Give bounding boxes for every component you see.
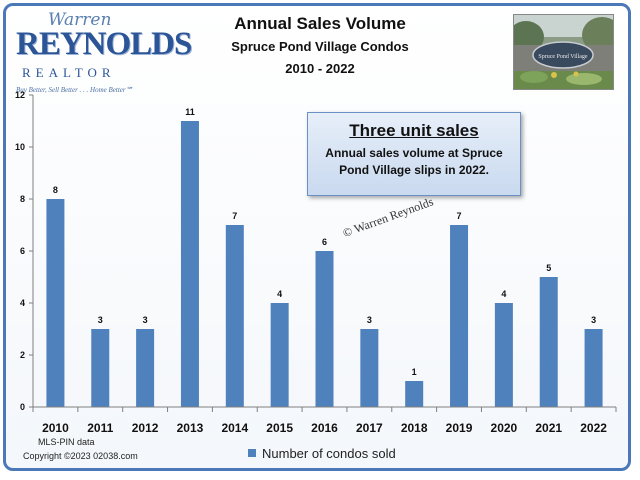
bar-2022 — [584, 329, 603, 407]
bar-2015 — [270, 303, 289, 407]
chart-title: Annual Sales Volume — [234, 14, 406, 33]
chart-subtitle: Spruce Pond Village Condos — [231, 39, 409, 54]
data-source-note: MLS-PIN data — [38, 437, 95, 447]
photo-sign-text: Spruce Pond Village — [538, 54, 588, 60]
bar-2018 — [405, 381, 424, 407]
copyright-note: Copyright ©2023 02038.com — [23, 451, 138, 461]
data-label-2013: 11 — [185, 107, 195, 117]
bar-2013 — [180, 121, 199, 407]
x-tick-label: 2022 — [580, 421, 607, 435]
data-label-2016: 6 — [322, 237, 327, 247]
x-tick-label: 2013 — [177, 421, 204, 435]
data-label-2014: 7 — [232, 211, 237, 221]
chart-year-range: 2010 - 2022 — [285, 61, 355, 76]
y-tick-label: 12 — [15, 90, 25, 100]
y-tick-label: 0 — [20, 402, 25, 412]
callout-box: Three unit sales Annual sales volume at … — [307, 112, 521, 196]
x-tick-label: 2015 — [266, 421, 293, 435]
x-axis: 2010 2011 2012 2013 2014 2015 2016 2017 2018 2019… — [32, 406, 617, 435]
data-label-2022: 3 — [591, 315, 596, 325]
data-label-2010: 8 — [53, 185, 58, 195]
x-tick-label: 2011 — [87, 421, 113, 435]
data-label-2012: 3 — [143, 315, 148, 325]
x-tick-label: 2020 — [491, 421, 518, 435]
x-tick-label: 2014 — [221, 421, 248, 435]
bar-2011 — [91, 329, 110, 407]
x-tick-label: 2019 — [446, 421, 473, 435]
data-label-2021: 5 — [546, 263, 551, 273]
logo-tagline: Buy Better, Sell Better . . . Home Bette… — [16, 86, 133, 94]
bar-2019 — [450, 225, 469, 407]
realtor-logo: Warren REYNOLDS REALTOR Buy Better, Sell… — [14, 10, 192, 105]
legend-label: Number of condos sold — [262, 446, 396, 461]
chart-title-block: Annual Sales Volume Spruce Pond Village … — [170, 14, 470, 76]
data-label-2019: 7 — [457, 211, 462, 221]
logo-realtor-text: REALTOR — [22, 65, 116, 80]
logo-name-text: REYNOLDS — [16, 26, 192, 62]
x-tick-label: 2012 — [132, 421, 159, 435]
x-tick-label: 2010 — [42, 421, 69, 435]
callout-body: Annual sales volume at Spruce Pond Villa… — [325, 146, 503, 177]
y-tick-label: 8 — [20, 194, 25, 204]
y-axis: 0 2 4 6 8 10 12 — [15, 90, 34, 412]
y-tick-label: 10 — [15, 142, 25, 152]
y-tick-label: 2 — [20, 350, 25, 360]
x-tick-label: 2016 — [311, 421, 338, 435]
callout-heading: Three unit sales — [349, 121, 479, 140]
bar-2021 — [539, 277, 558, 407]
x-tick-label: 2018 — [401, 421, 428, 435]
bar-2014 — [225, 225, 244, 407]
bar-2012 — [136, 329, 155, 407]
data-label-2015: 4 — [277, 289, 282, 299]
data-label-2017: 3 — [367, 315, 372, 325]
bar-2010 — [46, 199, 65, 407]
data-label-2011: 3 — [98, 315, 103, 325]
legend-swatch — [248, 449, 256, 457]
chart-legend: Number of condos sold — [248, 446, 396, 461]
y-tick-label: 4 — [20, 298, 25, 308]
village-sign-photo: Spruce Pond Village — [513, 14, 614, 90]
x-tick-label: 2021 — [535, 421, 562, 435]
logo-script-text: Warren — [48, 10, 112, 30]
bar-2017 — [360, 329, 379, 407]
y-tick-label: 6 — [20, 246, 25, 256]
bar-2020 — [494, 303, 513, 407]
bar-series: 8 3 3 11 7 4 6 3 1 7 4 5 3 — [46, 107, 603, 407]
data-label-2018: 1 — [412, 367, 417, 377]
bar-2016 — [315, 251, 334, 407]
data-label-2020: 4 — [501, 289, 506, 299]
x-tick-label: 2017 — [356, 421, 383, 435]
